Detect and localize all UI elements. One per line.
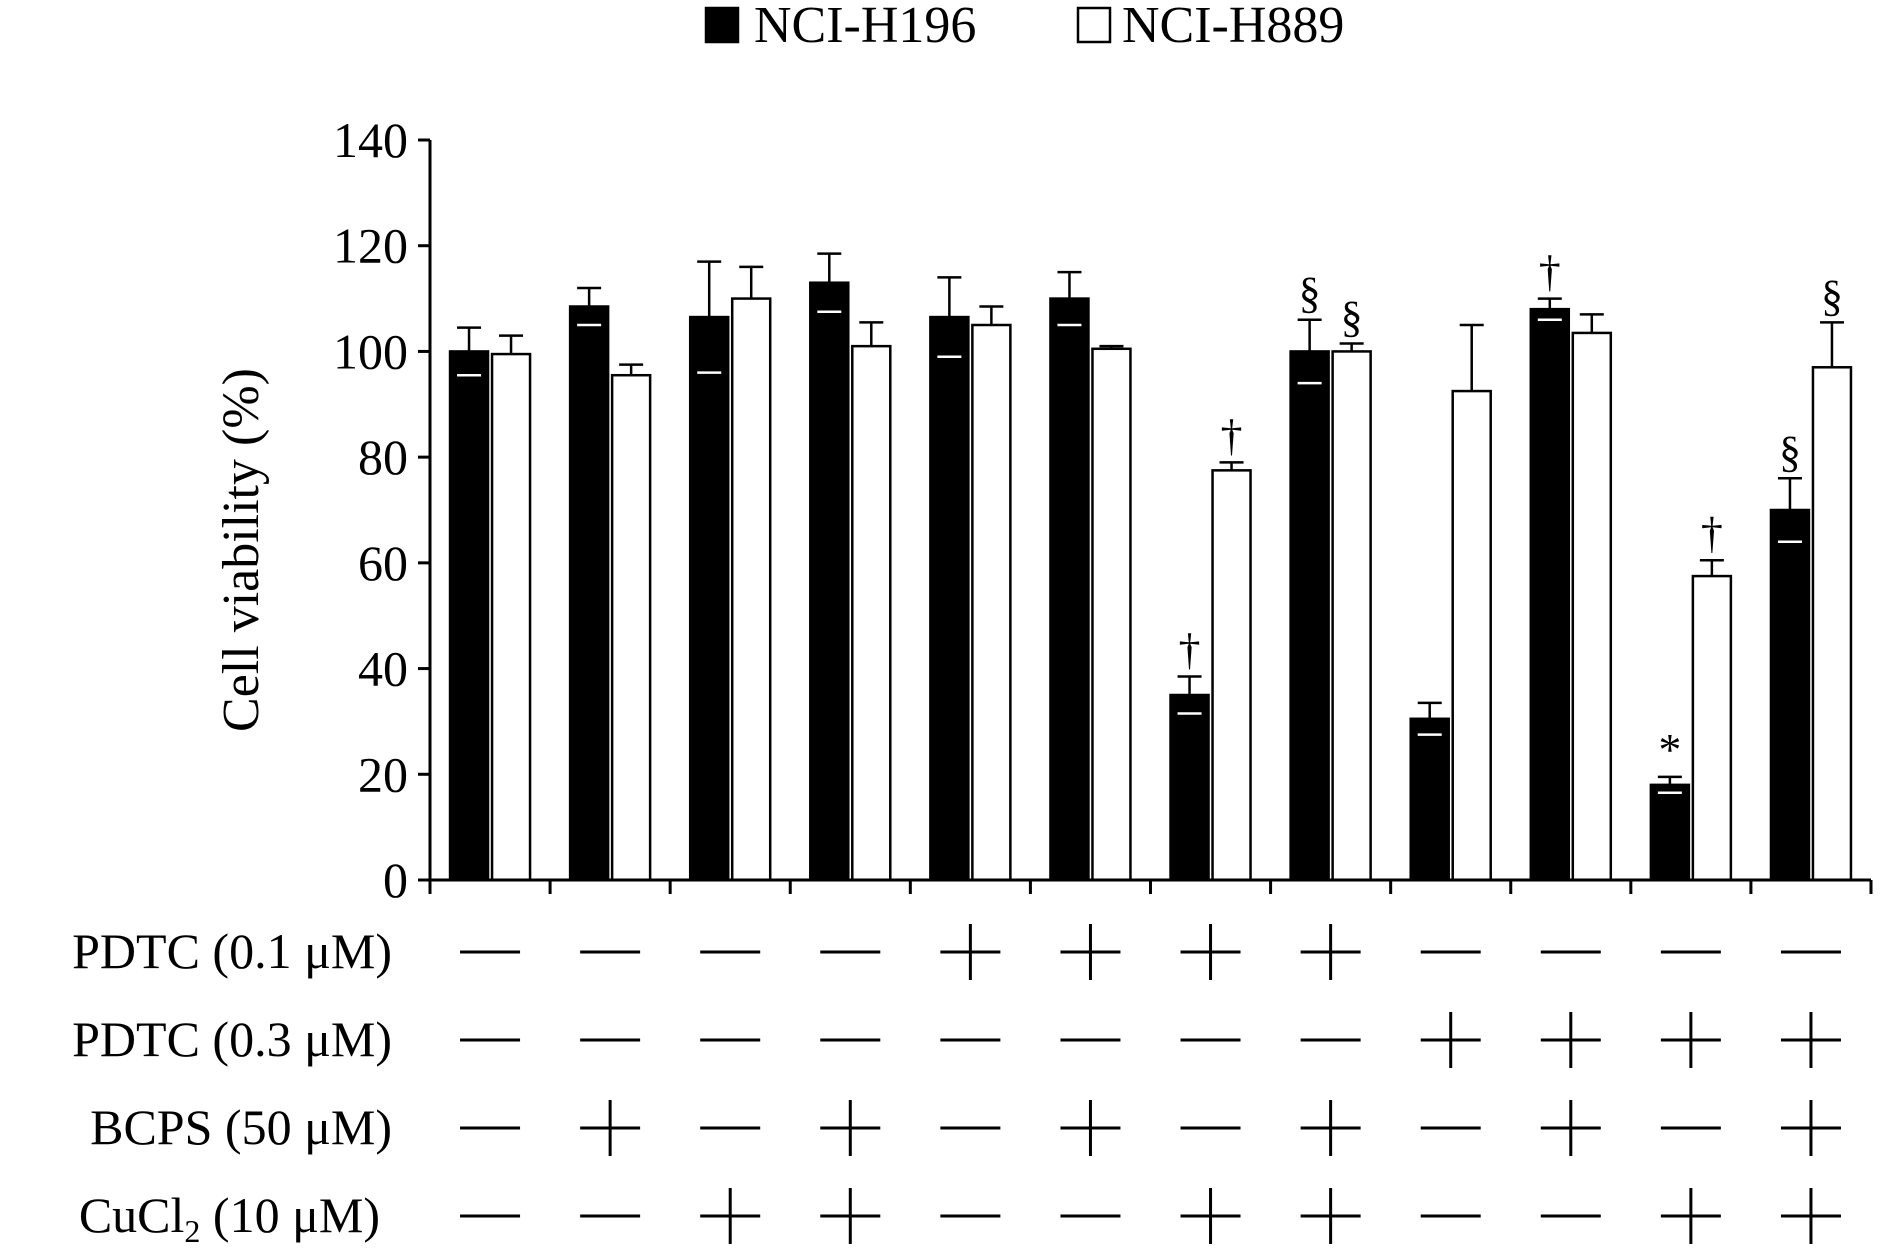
plus-sign bbox=[1060, 1100, 1121, 1156]
significance-mark: † bbox=[1701, 509, 1723, 558]
bars: † § † * § † § † § bbox=[448, 248, 1853, 882]
plus-sign bbox=[1540, 1100, 1601, 1156]
bar-nci-h889 bbox=[1451, 389, 1492, 882]
legend-label: NCI-H889 bbox=[1122, 0, 1344, 54]
plus-sign bbox=[700, 1188, 761, 1244]
plus-sign bbox=[1420, 1012, 1481, 1068]
plus-sign bbox=[580, 1100, 641, 1156]
plus-sign bbox=[1780, 1012, 1841, 1068]
y-tick-label: 60 bbox=[358, 535, 408, 591]
significance-mark: § bbox=[1779, 427, 1801, 476]
y-tick-label: 0 bbox=[383, 852, 408, 908]
y-tick-label: 120 bbox=[333, 218, 408, 274]
treatment-table: PDTC (0.1 μM) PDTC (0.3 μM) BCPS (50 μM) Cu… bbox=[72, 923, 1841, 1249]
y-tick-label: 40 bbox=[358, 641, 408, 697]
y-tick-label: 20 bbox=[358, 746, 408, 802]
bar-nci-h196 bbox=[1289, 350, 1330, 882]
plus-sign bbox=[1060, 924, 1121, 980]
bar-nci-h196 bbox=[1529, 307, 1571, 882]
bar-nci-h889 bbox=[1691, 574, 1733, 882]
significance-mark: § bbox=[1299, 269, 1321, 318]
bar-nci-h196 bbox=[448, 350, 490, 882]
bar-nci-h889 bbox=[1571, 331, 1613, 882]
bar-nci-h889 bbox=[851, 344, 892, 882]
plus-sign bbox=[1540, 1012, 1601, 1068]
bar-nci-h196 bbox=[1649, 783, 1691, 882]
plus-sign bbox=[1300, 1188, 1361, 1244]
y-tick-label: 140 bbox=[333, 112, 408, 168]
legend-swatch bbox=[704, 6, 740, 44]
bar-nci-h889 bbox=[971, 323, 1012, 882]
plus-sign bbox=[1180, 1188, 1241, 1244]
bar-nci-h196 bbox=[1169, 693, 1210, 882]
plus-sign bbox=[1180, 924, 1241, 980]
legend-label: NCI-H196 bbox=[754, 0, 976, 54]
bar-nci-h889 bbox=[1331, 350, 1372, 882]
plus-sign bbox=[1780, 1100, 1841, 1156]
significance-mark: * bbox=[1658, 724, 1681, 775]
significance-mark: § bbox=[1341, 293, 1363, 342]
y-axis-title: Cell viability (%) bbox=[213, 368, 270, 732]
treatment-label: BCPS (50 μM) bbox=[90, 1099, 392, 1155]
bar-nci-h196 bbox=[688, 315, 730, 882]
bar-nci-h889 bbox=[610, 373, 652, 882]
treatment-label: PDTC (0.3 μM) bbox=[72, 1011, 392, 1067]
plus-sign bbox=[820, 1100, 881, 1156]
y-tick-label: 80 bbox=[358, 429, 408, 485]
bar-nci-h889 bbox=[730, 297, 772, 882]
plus-sign bbox=[940, 924, 1001, 980]
plus-sign bbox=[1660, 1012, 1721, 1068]
bar-nci-h196 bbox=[1409, 717, 1450, 882]
bar-nci-h196 bbox=[809, 281, 850, 882]
bar-nci-h889 bbox=[1211, 469, 1252, 882]
bar-nci-h196 bbox=[929, 315, 970, 882]
plus-sign bbox=[1780, 1188, 1841, 1244]
treatment-label: PDTC (0.1 μM) bbox=[72, 923, 392, 979]
y-axis: 0 20 40 60 80 100 120 140 Cell viability (%) bbox=[213, 112, 432, 908]
plus-sign bbox=[820, 1188, 881, 1244]
treatment-label: CuCl2 (10 μM) bbox=[79, 1187, 380, 1249]
plus-sign bbox=[1300, 1100, 1361, 1156]
plus-sign bbox=[1660, 1188, 1721, 1244]
bar-nci-h889 bbox=[490, 352, 532, 882]
significance-mark: § bbox=[1821, 271, 1843, 320]
bar-nci-h889 bbox=[1811, 366, 1853, 882]
legend-swatch bbox=[1076, 6, 1112, 44]
bar-nci-h196 bbox=[568, 305, 610, 882]
legend: NCI-H196 NCI-H889 bbox=[704, 0, 1344, 54]
bar-nci-h196 bbox=[1049, 297, 1090, 882]
plus-sign bbox=[1300, 924, 1361, 980]
bar-nci-h196 bbox=[1769, 508, 1811, 882]
significance-mark: † bbox=[1539, 248, 1561, 297]
bar-nci-h889 bbox=[1091, 347, 1132, 882]
significance-mark: † bbox=[1221, 411, 1243, 460]
significance-mark: † bbox=[1179, 626, 1201, 675]
x-axis bbox=[428, 878, 1873, 894]
y-tick-label: 100 bbox=[333, 323, 408, 379]
